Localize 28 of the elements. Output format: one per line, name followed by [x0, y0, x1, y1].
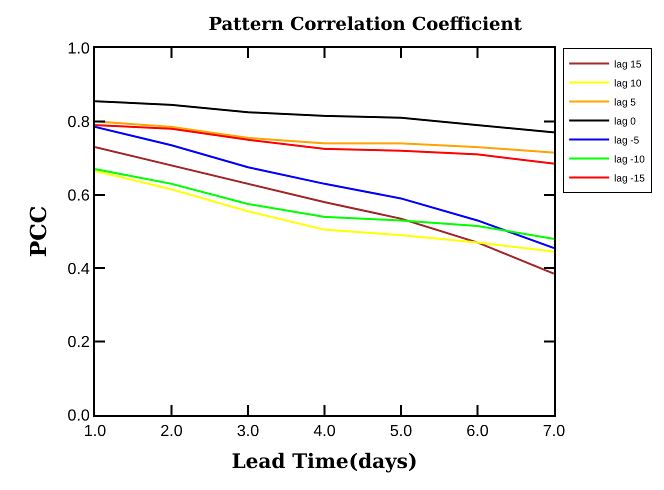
y-tick-label: 0.4	[68, 260, 90, 278]
line-series	[95, 146, 554, 275]
y-tick-label: 0.0	[68, 408, 90, 425]
y-tick-label: 0.8	[68, 114, 90, 131]
x-tick-label: 6.0	[466, 423, 489, 440]
x-tick-label: 4.0	[313, 423, 336, 440]
line-series	[95, 168, 554, 240]
legend-label: lag -15	[614, 173, 646, 184]
x-tick-label: 1.0	[84, 423, 106, 440]
line-series	[95, 126, 554, 250]
x-tick-label: 2.0	[160, 423, 183, 440]
y-tick-label: 1.0	[68, 40, 90, 58]
legend-label: lag 15	[614, 59, 642, 70]
x-tick-label: 7.0	[542, 423, 566, 440]
y-tick-label: 0.6	[68, 187, 90, 204]
line-series	[95, 124, 554, 165]
line-series	[95, 170, 554, 253]
y-axis-title: PCC	[26, 206, 52, 258]
x-tick-label: 3.0	[236, 423, 260, 440]
legend-label: lag 5	[614, 97, 636, 108]
y-tick-label: 0.2	[68, 334, 90, 352]
x-axis-title: Lead Time(days)	[232, 449, 418, 474]
legend-label: lag -10	[614, 154, 646, 166]
legend-label: lag 0	[614, 116, 636, 128]
x-tick-label: 5.0	[390, 423, 412, 440]
chart-title: Pattern Correlation Coefficient	[208, 14, 523, 35]
legend-label: lag -5	[614, 135, 640, 146]
legend-label: lag 10	[614, 78, 642, 90]
